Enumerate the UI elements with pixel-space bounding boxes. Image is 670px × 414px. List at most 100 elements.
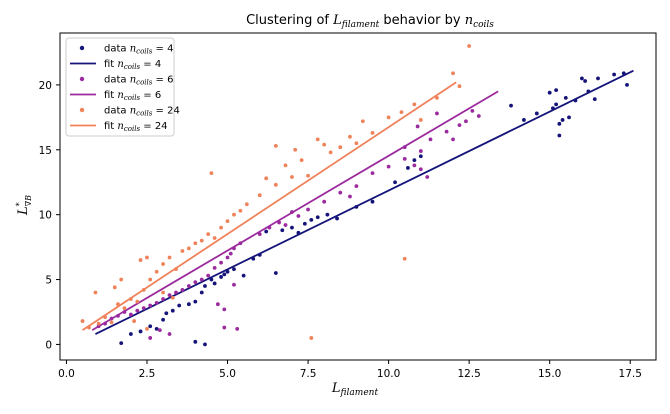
legend-label-data-series-2: data ncoils = 24 [104,106,180,118]
data-point-series-2 [451,71,455,76]
data-point-series-2 [87,325,91,330]
data-point-series-2 [154,269,159,274]
data-point-series-2 [402,256,407,261]
y-label-sup: * [15,202,24,206]
data-point-series-1 [267,225,272,230]
data-point-series-0 [406,166,410,170]
data-point-series-2 [328,150,333,155]
data-point-series-1 [257,232,262,237]
data-point-series-2 [80,319,85,323]
data-point-series-1 [306,207,310,212]
data-point-series-0 [264,229,269,234]
data-point-series-0 [418,154,423,159]
data-point-series-1 [277,220,281,225]
data-point-series-1 [238,241,243,246]
y-tick-label: 5 [45,275,52,287]
title-prefix: Clustering of [246,13,333,28]
data-point-series-1 [222,325,227,330]
data-point-series-0 [554,102,559,107]
legend-label-fit-series-2: fit ncoils = 24 [104,121,168,133]
data-point-series-1 [451,137,455,142]
data-point-series-2 [244,202,249,207]
data-point-series-2 [138,258,143,262]
data-point-series-0 [241,273,246,278]
data-point-series-1 [370,171,375,176]
data-point-series-2 [322,142,327,147]
data-point-series-0 [534,111,539,116]
y-tick-label: 15 [39,145,52,157]
y-label-sub: ∇B [24,195,33,207]
data-point-series-2 [116,302,120,307]
data-point-series-1 [457,123,462,128]
data-point-series-2 [412,102,417,107]
fit-line-series-0 [95,69,634,335]
data-point-series-1 [412,163,417,168]
x-tick-label: 7.5 [300,368,317,380]
data-point-series-2 [418,118,423,122]
data-point-series-0 [554,88,559,92]
x-tick-label: 15.0 [538,368,561,380]
data-point-series-2 [293,147,298,152]
data-point-series-1 [199,277,204,282]
data-point-series-1 [109,316,114,321]
data-point-series-0 [354,204,359,209]
data-point-series-0 [219,275,223,279]
data-point-series-1 [296,214,301,218]
data-point-series-1 [225,255,230,260]
data-point-series-2 [148,277,153,282]
data-point-series-0 [547,90,552,95]
data-point-series-2 [141,288,146,292]
data-point-series-1 [116,313,120,318]
data-point-series-2 [306,173,310,178]
data-point-series-2 [145,326,149,331]
y-axis: 0 5 10 15 20 [39,80,60,351]
data-point-series-1 [180,288,185,292]
data-point-series-1 [212,265,217,270]
data-points [80,44,629,347]
data-point-series-0 [325,212,330,217]
title-mid: behavior by [379,13,464,28]
data-point-series-0 [177,303,182,308]
data-point-series-2 [132,319,136,323]
legend-box [65,37,175,137]
x-tick-label: 0.0 [58,368,75,380]
data-point-series-1 [154,301,159,305]
data-point-series-0 [164,311,169,316]
data-point-series-0 [302,221,307,226]
data-point-series-1 [444,129,449,134]
data-point-series-2 [128,297,133,301]
data-point-series-2 [338,145,343,150]
data-point-series-2 [238,208,243,213]
data-point-series-1 [348,194,352,199]
data-point-series-0 [573,98,578,103]
data-point-series-0 [193,339,198,344]
data-point-series-1 [167,293,172,298]
data-point-series-2 [193,241,198,246]
data-point-series-1 [174,290,178,295]
data-point-series-2 [354,141,359,146]
data-point-series-1 [402,145,407,150]
data-point-series-2 [457,84,462,89]
data-point-series-0 [580,76,584,81]
data-point-series-2 [467,44,472,48]
data-point-series-2 [180,249,185,253]
data-point-series-2 [283,163,288,168]
data-point-series-2 [273,182,278,187]
data-point-series-1 [386,164,391,169]
x-label-sub: filament [340,388,379,398]
data-point-series-0 [128,332,133,336]
data-point-series-2 [225,219,230,224]
data-point-series-2 [93,290,98,295]
data-point-series-1 [283,223,288,227]
data-point-series-1 [418,167,423,172]
data-point-series-0 [170,308,175,313]
data-point-series-2 [315,137,320,142]
title-var2: n [465,13,473,28]
data-point-series-2 [174,267,178,272]
data-point-series-0 [199,290,204,295]
data-point-series-1 [476,114,481,118]
data-point-series-0 [257,252,262,257]
y-tick-label: 10 [39,210,52,222]
data-point-series-2 [399,110,404,115]
data-point-series-1 [354,184,359,189]
